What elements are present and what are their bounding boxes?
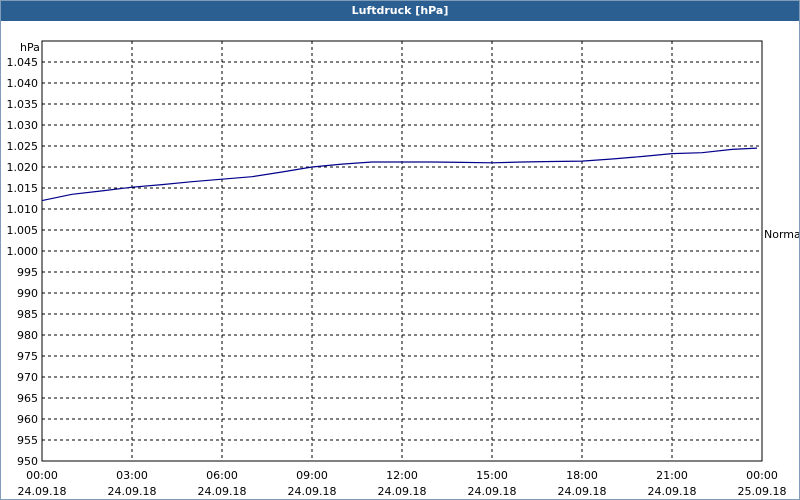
x-tick-time-label: 06:00 xyxy=(206,469,238,482)
x-tick-date-label: 24.09.18 xyxy=(648,485,697,498)
x-tick-date-label: 24.09.18 xyxy=(378,485,427,498)
y-tick-label: 1.040 xyxy=(7,77,39,90)
x-tick-time-label: 12:00 xyxy=(386,469,418,482)
y-tick-label: 1.020 xyxy=(7,161,39,174)
x-tick-date-label: 24.09.18 xyxy=(468,485,517,498)
x-tick-time-label: 09:00 xyxy=(296,469,328,482)
y-tick-label: 1.025 xyxy=(7,140,39,153)
x-tick-labels: 00:00 24.09.18 03:00 24.09.18 06:00 24.09.18 0… xyxy=(18,469,787,498)
x-tick-date-label: 25.09.18 xyxy=(738,485,787,498)
y-tick-label: 965 xyxy=(17,392,38,405)
x-tick-date-label: 24.09.18 xyxy=(558,485,607,498)
y-tick-label: 1.005 xyxy=(7,224,39,237)
x-tick-time-label: 18:00 xyxy=(566,469,598,482)
y-tick-label: 975 xyxy=(17,350,38,363)
x-tick-time-label: 21:00 xyxy=(656,469,688,482)
pressure-line xyxy=(41,147,758,202)
y-tick-label: 995 xyxy=(17,266,38,279)
y-tick-label: 985 xyxy=(17,308,38,321)
chart-title: Luftdruck [hPa] xyxy=(1,1,799,21)
y-tick-labels: 1.045 1.040 1.035 1.030 1.025 1.020 1.015 1.010… xyxy=(7,56,39,468)
y-tick-label: 980 xyxy=(17,329,38,342)
y-tick-label: 1.010 xyxy=(7,203,39,216)
y-tick-label: 950 xyxy=(17,455,38,468)
y-tick-label: 1.015 xyxy=(7,182,39,195)
x-tick-date-label: 24.09.18 xyxy=(288,485,337,498)
reference-line-label: Normal xyxy=(764,228,799,241)
x-tick-date-label: 24.09.18 xyxy=(198,485,247,498)
x-tick-time-label: 15:00 xyxy=(476,469,508,482)
y-tick-label: 955 xyxy=(17,434,38,447)
x-tick-date-label: 24.09.18 xyxy=(108,485,157,498)
y-axis-unit-label: hPa xyxy=(20,41,40,54)
x-tick-date-label: 24.09.18 xyxy=(18,485,67,498)
y-tick-label: 960 xyxy=(17,413,38,426)
y-tick-label: 1.035 xyxy=(7,98,39,111)
x-tick-time-label: 00:00 xyxy=(746,469,778,482)
grid-lines xyxy=(42,41,762,461)
y-tick-label: 970 xyxy=(17,371,38,384)
x-tick-time-label: 03:00 xyxy=(116,469,148,482)
y-tick-label: 1.045 xyxy=(7,56,39,69)
series-group xyxy=(41,147,758,202)
y-tick-label: 1.030 xyxy=(7,119,39,132)
y-tick-label: 990 xyxy=(17,287,38,300)
x-tick-time-label: 00:00 xyxy=(26,469,58,482)
y-tick-label: 1.000 xyxy=(7,245,39,258)
